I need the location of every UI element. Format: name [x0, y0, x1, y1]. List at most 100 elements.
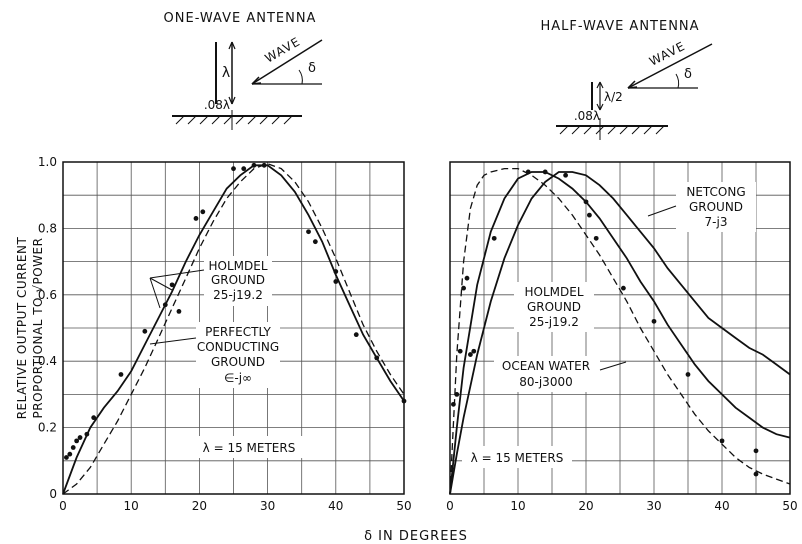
half-wave-height-label: λ/2 [604, 90, 623, 104]
perfect-ground-annotation-line1: PERFECTLY [205, 325, 271, 339]
half-wave-measured-point [685, 372, 691, 377]
holmdel-annotation-line2: GROUND [211, 273, 265, 287]
half-wave-plot-frame [449, 161, 791, 495]
one-wave-measured-point [333, 279, 339, 284]
x-axis-label: δ IN DEGREES [364, 529, 468, 544]
half-wave-measured-point [753, 471, 759, 477]
perfect-ground-annotation-line2: CONDUCTING [197, 340, 279, 354]
one-wave-antenna-diagram: ONE-WAVE ANTENNA λ .08λ WAVE δ [164, 11, 323, 130]
netcong-annotation-line2: GROUND [689, 200, 743, 214]
half-wave-angle-label: δ [684, 67, 692, 82]
half-wave-measured-point [583, 199, 589, 205]
one-wave-measured-point [84, 431, 90, 437]
netcong-annotation-line3: 7-j3 [705, 215, 728, 229]
half-wave-series-line-1 [449, 167, 791, 495]
half-wave-measured-point [593, 235, 599, 241]
half-wave-wavelength-note: λ = 15 METERS [471, 451, 564, 465]
one-wave-x-tick-label: 10 [124, 499, 139, 513]
half-wave-series-line-3 [449, 171, 791, 495]
one-wave-measured-point [306, 229, 311, 235]
perfect-ground-annotation-line4: ∈-j∞ [224, 371, 252, 385]
one-wave-annotations: HOLMDEL GROUND 25-j19.2 PERFECTLY CONDUC… [149, 256, 304, 458]
one-wave-chart: 0 10 20 30 40 50 0 0.2 0.4 0.6 0.8 1.0 HOLMDEL GROU… [38, 155, 412, 513]
one-wave-measured-point [333, 269, 339, 274]
half-wave-measured-point [468, 352, 473, 357]
half-wave-measured-point [587, 212, 592, 218]
one-wave-series-line-2 [62, 163, 405, 495]
one-wave-x-tick-label: 40 [328, 499, 343, 513]
half-wave-x-tick-label: 20 [578, 499, 593, 513]
one-wave-tick-labels: 0 10 20 30 40 50 0 0.2 0.4 0.6 0.8 1.0 [38, 155, 412, 513]
half-wave-measured-point [457, 348, 463, 354]
one-wave-measured-point [162, 302, 168, 308]
y-axis-label-line2: PROPORTIONAL TO √POWER [31, 238, 45, 419]
one-wave-y-tick-label: 1.0 [38, 155, 57, 169]
one-wave-wavelength-note: λ = 15 METERS [203, 441, 296, 455]
one-wave-x-tick-label: 0 [59, 499, 67, 513]
one-wave-angle-label: δ [308, 61, 316, 76]
one-wave-measured-point [91, 415, 97, 421]
half-wave-x-tick-label: 50 [782, 499, 797, 513]
half-wave-x-tick-label: 10 [510, 499, 525, 513]
one-wave-x-tick-label: 50 [396, 499, 411, 513]
half-wave-annotations: NETCONG GROUND 7-j3 HOLMDEL GROUND 25-j1… [462, 182, 756, 468]
half-wave-measured-point [563, 172, 568, 178]
one-wave-y-tick-label: 0.2 [38, 421, 57, 435]
one-wave-measured-point [312, 239, 318, 245]
one-wave-height-label: λ [222, 65, 230, 81]
half-wave-wave-label: WAVE [647, 39, 688, 69]
half-wave-series-line-2 [449, 171, 791, 495]
half-wave-measured-point [542, 169, 548, 175]
one-wave-measured-point [200, 209, 206, 215]
one-wave-y-tick-label: 0.8 [38, 221, 57, 235]
perfect-ground-annotation-line3: GROUND [211, 355, 265, 369]
half-wave-measured-points [451, 169, 759, 477]
one-wave-measured-point [241, 166, 247, 172]
half-wave-x-tick-label: 0 [446, 499, 454, 513]
one-wave-measured-point [67, 451, 73, 457]
half-wave-measured-point [651, 318, 657, 324]
half-wave-chart: 0 10 20 30 40 50 NETCONG GROUND 7-j3 HOLMDEL … [446, 161, 798, 513]
half-wave-measured-point [471, 348, 477, 354]
one-wave-spacing-label: .08λ [204, 98, 230, 112]
one-wave-plot-frame [62, 161, 405, 495]
half-wave-antenna-diagram: HALF-WAVE ANTENNA λ/2 .08λ WAVE δ [540, 19, 713, 140]
one-wave-measured-points [64, 162, 407, 460]
one-wave-y-tick-label: 0.6 [38, 288, 57, 302]
ocean-annotation-line2: 80-j3000 [519, 375, 572, 389]
half-wave-series [449, 167, 791, 495]
one-wave-measured-point [261, 162, 267, 168]
half-wave-measured-point [451, 401, 456, 407]
holmdel-right-annotation-line3: 25-j19.2 [529, 315, 579, 329]
one-wave-measured-point [231, 166, 236, 172]
half-wave-spacing-label: .08λ [574, 109, 600, 123]
netcong-annotation-line1: NETCONG [686, 185, 745, 199]
one-wave-x-tick-label: 30 [260, 499, 275, 513]
one-wave-measured-point [353, 332, 359, 338]
holmdel-right-annotation-line2: GROUND [527, 300, 581, 314]
one-wave-title: ONE-WAVE ANTENNA [164, 11, 317, 26]
half-wave-measured-point [491, 235, 497, 241]
ocean-annotation-line1: OCEAN WATER [502, 359, 590, 373]
one-wave-wave-label: WAVE [263, 34, 303, 65]
one-wave-measured-point [176, 309, 182, 314]
one-wave-series [62, 163, 405, 495]
one-wave-x-tick-label: 20 [192, 499, 207, 513]
half-wave-title: HALF-WAVE ANTENNA [540, 19, 699, 34]
one-wave-measured-point [142, 328, 148, 334]
half-wave-measured-point [454, 392, 460, 397]
one-wave-measured-point [118, 372, 124, 377]
one-wave-series-line-1 [62, 164, 405, 495]
one-wave-y-tick-label: 0.4 [38, 354, 57, 368]
one-wave-measured-point [74, 438, 80, 444]
half-wave-measured-point [753, 448, 759, 454]
half-wave-measured-point [525, 169, 531, 175]
one-wave-y-tick-label: 0 [49, 487, 57, 501]
holmdel-annotation-line1: HOLMDEL [208, 259, 267, 273]
one-wave-measured-point [193, 216, 199, 221]
half-wave-measured-point [461, 285, 466, 291]
y-axis-label-line1: RELATIVE OUTPUT CURRENT [15, 237, 29, 420]
one-wave-measured-point [169, 282, 175, 288]
half-wave-measured-point [464, 275, 470, 281]
half-wave-tick-labels: 0 10 20 30 40 50 [446, 499, 797, 513]
